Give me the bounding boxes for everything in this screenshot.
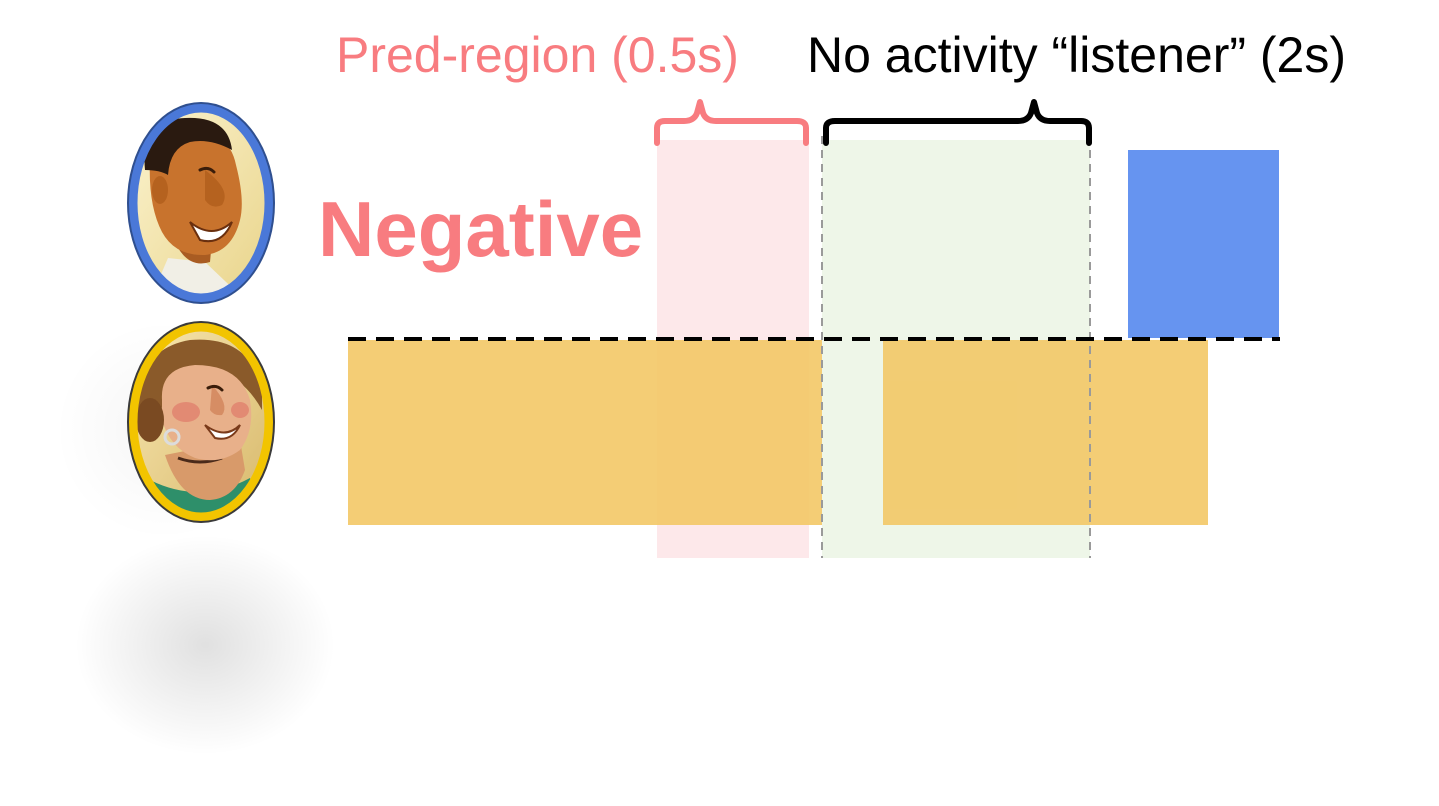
woman-avatar-icon: [127, 321, 275, 523]
speaker-a-activity-bar: [1128, 150, 1279, 338]
no-activity-brace: [823, 99, 1092, 146]
man-avatar-icon: [127, 102, 275, 304]
negative-label: Negative: [318, 185, 644, 273]
avatar-shadow: [75, 535, 335, 755]
speaker-b-activity-bar-2: [883, 340, 1208, 525]
no-activity-label: No activity “listener” (2s): [807, 27, 1346, 83]
pred-region-label: Pred-region (0.5s): [336, 27, 739, 83]
speaker-b-activity-bar-1: [348, 340, 822, 525]
pred-region-brace: [654, 99, 809, 146]
